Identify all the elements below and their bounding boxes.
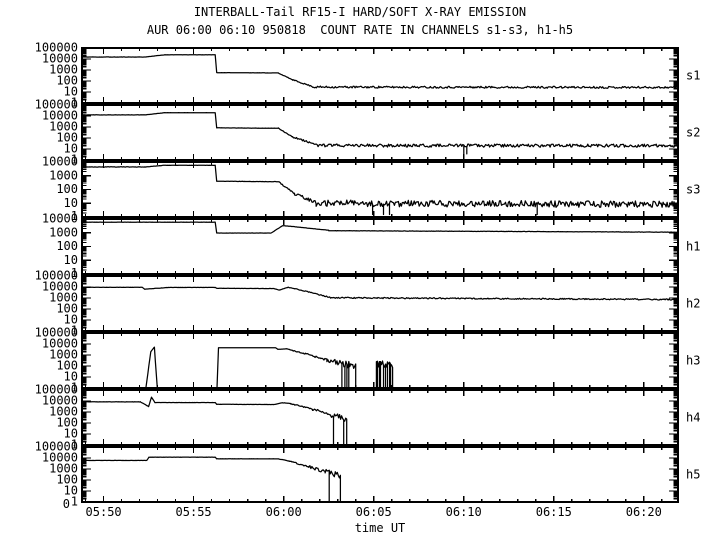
y-tick-label: 1: [71, 437, 78, 451]
y-tick-label: 100: [56, 359, 78, 373]
y-tick-label: 1: [71, 380, 78, 394]
y-tick-label: 10000: [42, 280, 78, 294]
x-tick-label: 06:10: [446, 505, 482, 519]
panel-frame: [81, 275, 679, 332]
y-tick-label: 1000: [49, 405, 78, 419]
y-tick-label: 10: [64, 370, 78, 384]
y-tick-label: 1000: [49, 63, 78, 77]
x-tick-label: 06:00: [266, 505, 302, 519]
channel-label-h1: h1: [686, 240, 700, 254]
y-tick-label: 100: [56, 74, 78, 88]
y-tick-label: 1000: [49, 225, 78, 239]
y-tick-label: 1000: [49, 291, 78, 305]
axis-ticks: [82, 446, 678, 503]
channel-label-h5: h5: [686, 468, 700, 482]
y-tick-label: 10000: [42, 337, 78, 351]
corner-zero-label: 0: [63, 497, 70, 511]
y-tick-label: 100: [56, 416, 78, 430]
channel-label-s2: s2: [686, 126, 700, 140]
y-tick-label: 10: [64, 484, 78, 498]
y-tick-label: 1000: [49, 120, 78, 134]
count-rate-curve-h5: [81, 456, 679, 503]
x-tick-label: 06:05: [356, 505, 392, 519]
y-tick-label: 100: [56, 131, 78, 145]
x-tick-label: 06:20: [626, 505, 662, 519]
y-tick-label: 1: [71, 494, 78, 508]
x-tick-label: 05:50: [86, 505, 122, 519]
y-tick-label: 1: [71, 266, 78, 280]
plot-subtitle: AUR 06:00 06:10 950818 COUNT RATE IN CHA…: [146, 23, 574, 37]
count-rate-curve-h4: [81, 396, 679, 446]
panel-frame: [81, 446, 679, 503]
y-tick-label: 10: [64, 196, 78, 210]
y-tick-label: 10000: [42, 394, 78, 408]
panel-frame: [81, 389, 679, 446]
axis-ticks: [82, 218, 678, 275]
y-tick-label: 10: [64, 85, 78, 99]
y-tick-label: 100000: [35, 98, 78, 112]
axis-ticks: [82, 332, 678, 389]
x-tick-label: 06:15: [536, 505, 572, 519]
plot-title: INTERBALL-Tail RF15-I HARD/SOFT X-RAY EM…: [193, 5, 527, 19]
count-rate-curve-s2: [81, 111, 679, 155]
y-tick-label: 1: [71, 95, 78, 109]
y-tick-label: 1: [71, 209, 78, 223]
y-tick-label: 10000: [42, 109, 78, 123]
y-tick-label: 1000: [49, 168, 78, 182]
count-rate-curve-h2: [81, 286, 679, 301]
count-rate-curve-s1: [81, 54, 679, 89]
y-tick-label: 10000: [42, 212, 78, 226]
y-tick-label: 100000: [35, 383, 78, 397]
axis-ticks: [82, 275, 678, 332]
channel-label-h2: h2: [686, 297, 700, 311]
y-tick-label: 100: [56, 473, 78, 487]
axis-ticks: [82, 389, 678, 446]
x-tick-label: 05:55: [176, 505, 212, 519]
y-tick-label: 1000: [49, 462, 78, 476]
channel-label-s3: s3: [686, 183, 700, 197]
y-tick-label: 10: [64, 253, 78, 267]
panel-frame: [81, 161, 679, 218]
y-tick-label: 100: [56, 182, 78, 196]
panel-frame: [81, 218, 679, 275]
y-tick-label: 100: [56, 302, 78, 316]
x-axis-title: time UT: [354, 521, 406, 535]
channel-label-h3: h3: [686, 354, 700, 368]
y-tick-label: 10: [64, 313, 78, 327]
y-tick-label: 10000: [42, 155, 78, 169]
y-tick-label: 10000: [42, 52, 78, 66]
y-tick-label: 10: [64, 427, 78, 441]
y-tick-label: 1: [71, 323, 78, 337]
y-tick-label: 10: [64, 142, 78, 156]
axis-ticks: [82, 161, 678, 218]
panel-frame: [81, 47, 679, 104]
y-tick-label: 1: [71, 152, 78, 166]
axis-ticks: [82, 47, 678, 104]
y-tick-label: 100: [56, 239, 78, 253]
y-tick-label: 100000: [35, 440, 78, 454]
y-tick-label: 1000: [49, 348, 78, 362]
channel-label-s1: s1: [686, 69, 700, 83]
y-tick-label: 100000: [35, 269, 78, 283]
count-rate-curve-h3: [81, 346, 679, 389]
y-tick-label: 100000: [35, 41, 78, 55]
count-rate-curve-s3: [81, 164, 679, 216]
channel-label-h4: h4: [686, 411, 700, 425]
y-tick-label: 100000: [35, 326, 78, 340]
y-tick-label: 10000: [42, 451, 78, 465]
count-rate-curve-h1: [81, 221, 679, 234]
